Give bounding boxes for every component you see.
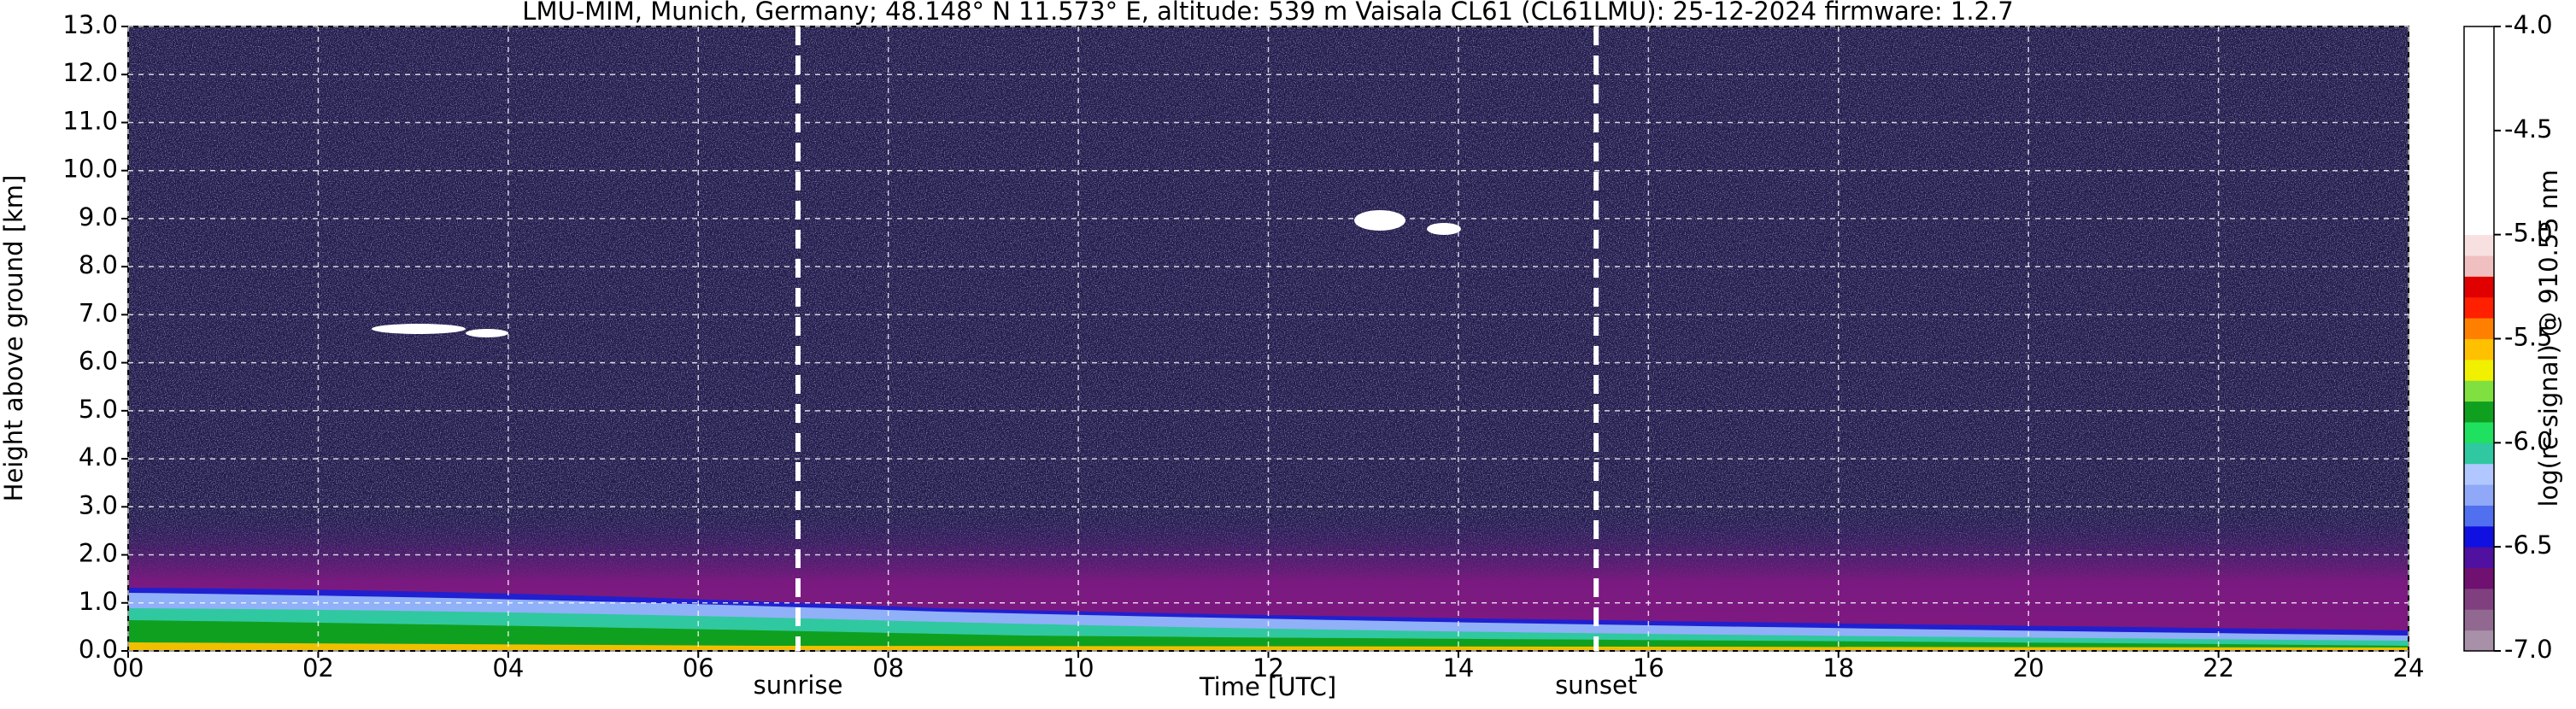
x-tick-label: 22 (2203, 653, 2234, 683)
colorbar-swatch (2464, 255, 2494, 277)
event-label: sunrise (754, 671, 843, 700)
y-tick-label: 0.0 (79, 635, 118, 664)
y-tick-label: 5.0 (79, 395, 118, 424)
colorbar-swatch (2464, 401, 2494, 423)
y-tick-label: 10.0 (62, 155, 118, 184)
colorbar-swatch (2464, 484, 2494, 506)
colorbar-tick-label: -4.0 (2504, 10, 2553, 39)
colorbar-swatch (2464, 505, 2494, 527)
x-tick-label: 12 (1253, 653, 1284, 683)
colorbar-swatch (2464, 109, 2494, 132)
colorbar-swatch (2464, 630, 2494, 652)
y-tick-label: 6.0 (79, 347, 118, 376)
x-tick-label: 00 (113, 653, 144, 683)
x-tick-label: 14 (1442, 653, 1474, 683)
x-tick-label: 16 (1633, 653, 1664, 683)
colorbar-tick-label: -5.0 (2504, 219, 2553, 248)
colorbar-tick-label: -6.5 (2504, 530, 2553, 560)
event-label: sunset (1555, 671, 1637, 700)
x-tick-label: 02 (302, 653, 334, 683)
x-tick-label: 06 (683, 653, 714, 683)
colorbar-swatch (2464, 89, 2494, 110)
y-tick-label: 9.0 (79, 202, 118, 231)
colorbar-swatch (2464, 234, 2494, 256)
colorbar-swatch (2464, 421, 2494, 443)
colorbar-swatch (2464, 172, 2494, 194)
colorbar-swatch (2464, 442, 2494, 465)
x-tick-label: 24 (2393, 653, 2425, 683)
colorbar-swatch (2464, 359, 2494, 381)
colorbar-swatch (2464, 276, 2494, 298)
x-tick-label: 08 (872, 653, 904, 683)
colorbar-tick-label: -6.0 (2504, 426, 2553, 455)
y-tick-label: 11.0 (62, 106, 118, 135)
colorbar-swatch (2464, 26, 2494, 48)
colorbar-tick-label: -4.5 (2504, 114, 2553, 144)
colorbar-swatch (2464, 318, 2494, 339)
y-axis-label: Height above ground [km] (0, 175, 28, 502)
colorbar-swatch (2464, 609, 2494, 631)
x-tick-label: 18 (1822, 653, 1854, 683)
colorbar-swatch (2464, 588, 2494, 610)
x-axis-label: Time [UTC] (1199, 672, 1336, 701)
y-tick-label: 13.0 (62, 10, 118, 39)
y-tick-label: 7.0 (79, 298, 118, 327)
colorbar-tick-label: -5.5 (2504, 323, 2553, 352)
colorbar-swatch (2464, 567, 2494, 589)
chart-title: LMU-MIM, Munich, Germany; 48.148° N 11.5… (522, 0, 2013, 26)
colorbar-swatch (2464, 525, 2494, 548)
colorbar-label: log(rc-signal) @ 910.55 nm (2534, 169, 2563, 507)
colorbar-swatch (2464, 192, 2494, 214)
y-tick-label: 1.0 (79, 587, 118, 616)
y-tick-label: 4.0 (79, 442, 118, 472)
colorbar-swatch (2464, 463, 2494, 485)
colorbar-swatch (2464, 296, 2494, 319)
colorbar-swatch (2464, 214, 2494, 236)
colorbar-swatch (2464, 151, 2494, 173)
y-tick-label: 8.0 (79, 250, 118, 279)
y-tick-label: 12.0 (62, 58, 118, 87)
y-tick-label: 3.0 (79, 490, 118, 519)
x-tick-label: 10 (1063, 653, 1094, 683)
colorbar-swatch (2464, 47, 2494, 69)
colorbar-swatch (2464, 67, 2494, 90)
colorbar-swatch (2464, 547, 2494, 569)
colorbar-tick-label: -7.0 (2504, 635, 2553, 664)
colorbar-swatch (2464, 338, 2494, 360)
x-tick-label: 20 (2013, 653, 2045, 683)
colorbar-swatch (2464, 130, 2494, 152)
colorbar-swatch (2464, 380, 2494, 402)
y-tick-label: 2.0 (79, 539, 118, 568)
x-tick-label: 04 (492, 653, 524, 683)
